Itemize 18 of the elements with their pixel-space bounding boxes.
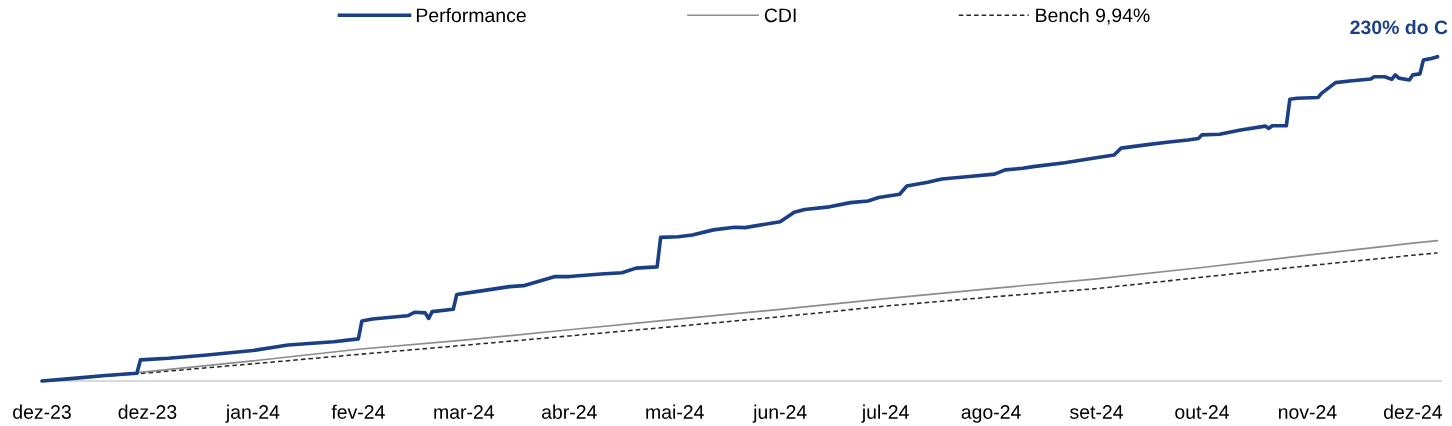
legend-label: Bench 9,94%: [1036, 7, 1150, 25]
legend-label: Performance: [416, 7, 526, 23]
x-tick-label: mai-24: [646, 404, 704, 419]
x-tick-label: ago-24: [961, 405, 1021, 423]
x-tick-label: dez-24: [1383, 404, 1443, 419]
x-tick-label: jun-24: [752, 404, 807, 423]
x-tick-label: dez-23: [118, 404, 177, 419]
text: 230% do C: [1350, 19, 1448, 35]
x-tick-label: jul-24: [861, 404, 909, 423]
x-tick-label: mar-24: [434, 405, 495, 419]
x-tick-label: set-24: [1070, 405, 1123, 419]
x-tick-label: nov-24: [1278, 405, 1337, 419]
x-tick-label: fev-24: [331, 404, 385, 419]
x-tick-label: dez-23: [13, 404, 71, 419]
x-tick-label: jan-24: [225, 404, 280, 423]
x-tick-label: abr-24: [541, 404, 597, 419]
x-tick-label: out-24: [1175, 405, 1229, 419]
legend-label: CDI: [764, 8, 796, 23]
